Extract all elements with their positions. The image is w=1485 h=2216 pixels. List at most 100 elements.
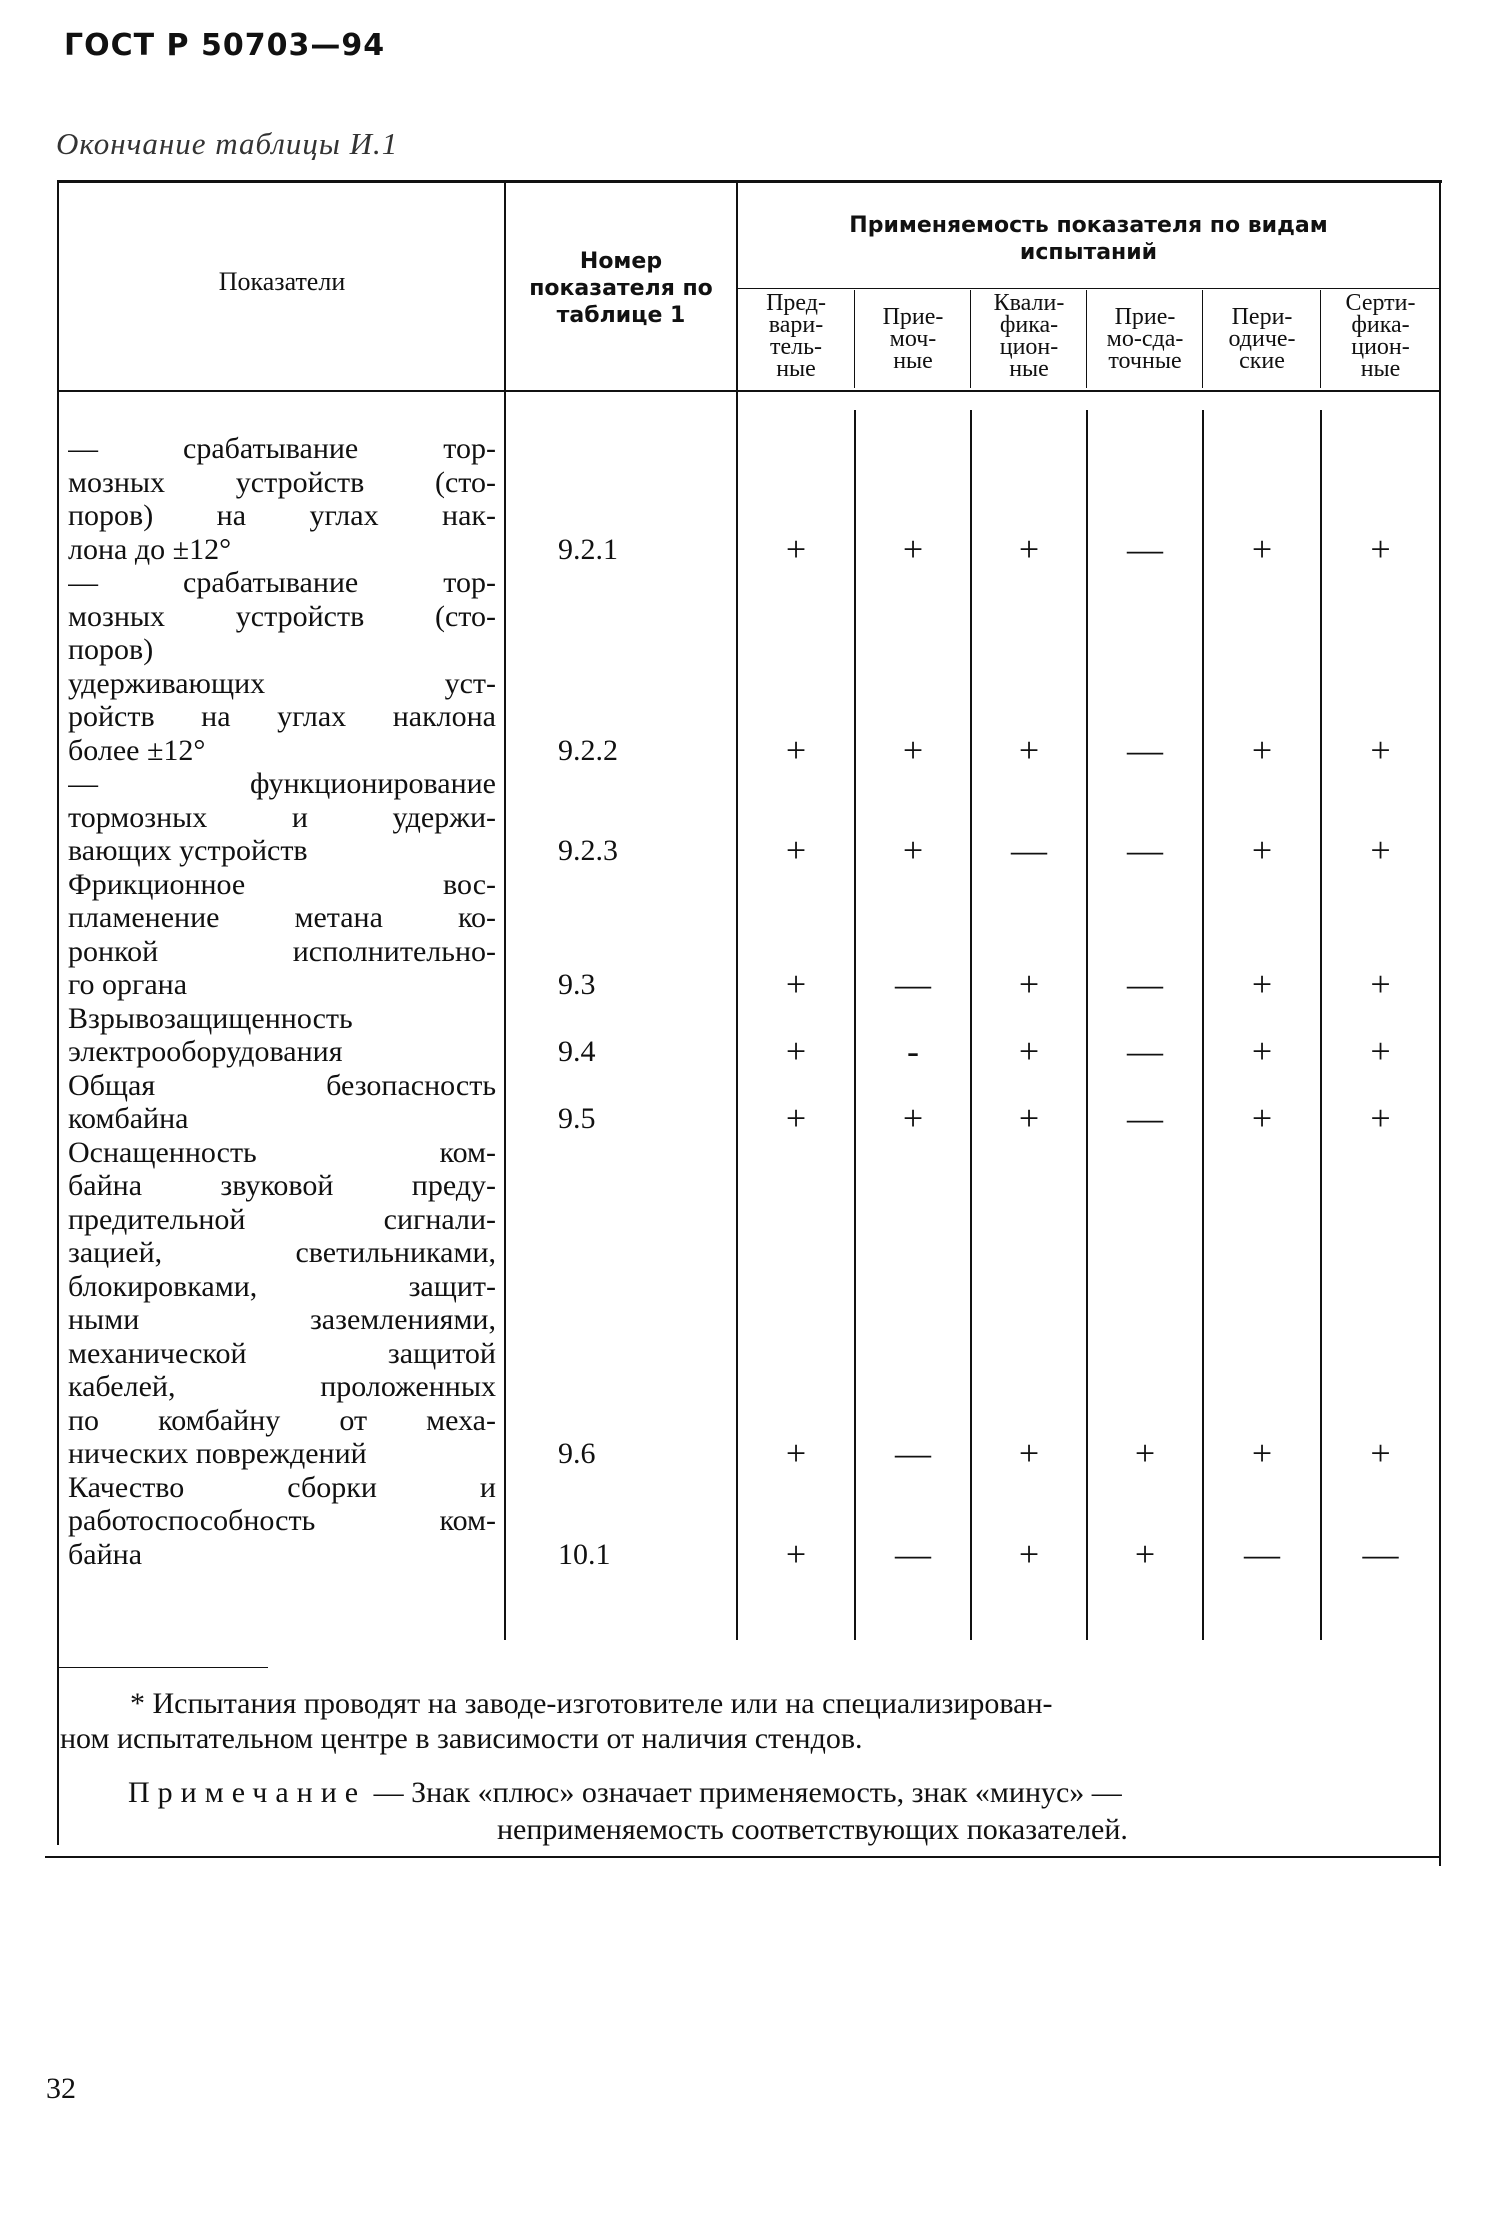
indicator-line: го органа [68,968,188,1001]
applicability-mark: — [1362,1533,1399,1574]
table-bottom-border [45,1856,1440,1858]
indicator-line: работоспособность ком- [68,1504,496,1537]
note-text: — Знак «плюс» означает применяемость, зн… [373,1776,1122,1809]
indicator-line: блокировками, защит- [68,1269,496,1303]
indicator-line: мозных устройств (сто- [68,599,496,633]
applicability-mark: — [1127,830,1163,870]
applicability-mark: — [1127,528,1163,569]
applicability-mark: + [1251,830,1273,870]
header-applicability: Применяемость показателя по видам испытан… [737,212,1440,266]
header-test-type-line: ные [1360,356,1401,382]
row-number: 9.4 [558,1035,596,1068]
footnote-line: * Испытания проводят на заводе-изготовит… [130,1687,1053,1720]
indicator-line: мозных устройств (сто- [68,465,496,499]
indicator-line: по комбайну от меха- [68,1403,496,1437]
applicability-mark: + [1370,1433,1391,1473]
indicator-line: — срабатывание тор- [68,432,496,465]
applicability-mark: + [1251,729,1273,770]
indicator-line: вающих устройств [68,834,308,867]
indicator-line: более ±12° [68,733,206,767]
applicability-mark: — [1011,830,1047,870]
column-divider [970,290,971,388]
header-test-type: Прие-моч-ные [855,304,971,374]
indicator-line: — функционирование [68,767,496,800]
header-test-type-line: цион- [999,334,1059,360]
header-test-type-line: Прие- [882,304,944,330]
applicability-mark: + [785,1098,807,1138]
applicability-mark: — [1244,1533,1280,1574]
header-test-type-line: вари- [768,312,824,338]
row-number: 9.3 [558,968,596,1001]
note-label: Примечание [128,1776,367,1809]
column-divider [1202,290,1203,388]
indicator-line: предительной сигнали- [68,1202,496,1236]
row-number: 10.1 [558,1537,611,1571]
header-number-line: показателя по [529,276,713,301]
indicator-line: ными заземлениями, [68,1303,496,1336]
applicability-mark: + [785,528,807,569]
table-caption: Окончание таблицы И.1 [56,126,399,161]
applicability-mark: + [785,964,807,1004]
column-divider [970,410,972,1640]
header-indicators: Показатели [218,267,346,296]
applicability-mark: + [1018,729,1040,770]
header-test-type-line: фика- [999,312,1059,338]
applicability-mark: + [1134,1533,1156,1574]
applicability-mark: + [1251,964,1273,1004]
header-test-type: Прие-мо-сда-точные [1087,305,1203,373]
row-indicator-text: Общая безопасность комбайна [68,1069,496,1136]
applicability-mark: + [1251,528,1273,569]
indicator-line: байна звуковой преду- [68,1169,496,1202]
applicability-mark: + [902,729,924,770]
indicator-line: ронкой исполнительно- [68,934,496,968]
indicator-line: кабелей, проложенных [68,1370,496,1403]
applicability-mark: — [1127,964,1163,1004]
column-divider [854,290,855,388]
applicability-mark: + [1018,1433,1040,1473]
header-test-type-line: ные [893,348,933,374]
header-test-type-line: мо-сда- [1106,326,1184,352]
header-test-type-line: одиче- [1228,326,1296,352]
header-number-line: таблице 1 [556,303,686,328]
header-applicability-line: испытаний [1019,240,1158,265]
column-divider [1320,290,1321,388]
applicability-mark: + [1018,1098,1040,1138]
header-test-type-line: цион- [1351,334,1410,360]
applicability-mark: + [1018,964,1040,1004]
header-test-type-line: моч- [889,326,937,352]
indicator-line: Оснащенность ком- [68,1135,496,1169]
row-indicator-text: Качество сборки и работоспособность ком-б… [68,1471,496,1572]
indicator-line: поров) [68,633,154,666]
indicator-line: Фрикционное вос- [68,867,496,901]
header-test-type-line: тель- [769,334,823,360]
row-indicator-text: — функционирование тормозных и удержи-ваю… [68,767,496,868]
header-number-line: Номер [579,249,663,274]
applicability-mark: — [895,964,931,1004]
header-number: Номер показателя по таблице 1 [505,248,737,329]
indicator-line: — срабатывание тор- [68,566,496,599]
header-test-type-line: ные [1009,356,1049,382]
column-divider [1320,410,1322,1640]
applicability-mark: + [902,528,924,569]
applicability-mark: - [907,1031,919,1071]
header-applicability-line: Применяемость показателя по видам [849,213,1328,238]
header-test-type-line: Квали- [993,290,1065,316]
applicability-mark: + [785,1031,807,1071]
header-test-type-line: Серти- [1345,290,1416,316]
page-number: 32 [46,2072,76,2105]
applicability-mark: + [1370,1098,1391,1138]
indicator-line: Взрывозащищенность [68,1001,353,1035]
indicator-line: поров) на углах нак- [68,499,496,532]
header-test-type-line: фика- [1351,312,1410,338]
header-test-type: Квали-фика-цион-ные [971,290,1087,382]
header-test-type-line: Пред- [766,290,826,316]
applicability-mark: + [1370,964,1391,1004]
indicator-line: тормозных и удержи- [68,800,496,834]
applicability-mark: + [1134,1433,1156,1473]
column-divider [736,180,738,1640]
indicator-line: Общая безопасность [68,1068,496,1102]
applicability-mark: + [902,830,924,870]
header-test-type-line: ские [1239,348,1285,374]
header-test-type-line: Пери- [1231,304,1293,330]
indicator-line: нических повреждений [68,1437,367,1470]
